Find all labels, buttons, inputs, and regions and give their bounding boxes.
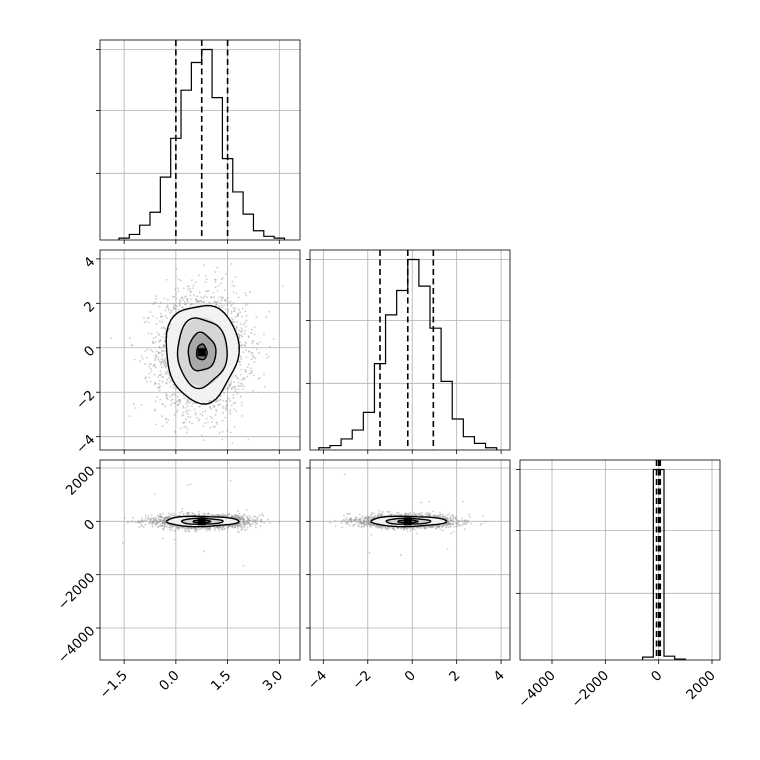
histogram-bin	[212, 98, 222, 240]
x-tick-label: −4000	[515, 668, 559, 712]
x-tick-label: −2	[349, 668, 374, 693]
histogram-bin	[419, 286, 430, 450]
histogram-step	[318, 258, 498, 450]
x-tick-label: −4	[305, 668, 330, 693]
grid-lines	[520, 460, 720, 660]
histogram-bin	[363, 412, 374, 450]
contour-level-2	[385, 517, 432, 525]
panel-hist-p2: −4000 −2000 0 2000	[515, 459, 721, 712]
y-tick-label: −2	[73, 387, 98, 412]
grid-lines	[310, 460, 510, 660]
grid-lines	[310, 250, 510, 450]
contour-level-3	[165, 515, 240, 528]
y-tick-label: 2	[81, 298, 98, 315]
contour-level-2	[180, 517, 224, 525]
histogram-bin	[441, 381, 452, 450]
axes-frame	[309, 459, 511, 661]
histogram-bin	[341, 439, 352, 450]
density-fill	[370, 516, 446, 527]
panel-hist-p1	[306, 249, 511, 454]
histogram-bin	[150, 212, 160, 240]
histogram-bin	[264, 236, 274, 240]
histogram-bin	[474, 443, 485, 450]
histogram-bin	[408, 260, 419, 450]
x-tick-label: 2	[446, 668, 463, 685]
histogram-bin	[330, 446, 341, 450]
y-tick-label: −2000	[55, 570, 99, 614]
histogram-bin	[233, 192, 243, 240]
x-tick-label: −1.5	[96, 668, 130, 702]
y-tick-label: 4	[81, 254, 98, 271]
grid-lines	[100, 460, 300, 660]
scatter-points	[329, 473, 486, 557]
histogram-bin	[352, 430, 363, 450]
panel-scatter-p0-p2: −1.5 0.0 1.5 3.0 2000 0 −2000 −4000	[55, 459, 301, 702]
contour-level-1	[192, 519, 212, 524]
panel-scatter-p1-p2: −4 −2 0 2 4	[305, 459, 511, 693]
contour-level-1	[397, 519, 419, 524]
x-tick-label: 3.0	[260, 668, 287, 695]
x-tick-label: 0	[402, 668, 419, 685]
histogram-bin	[243, 214, 253, 240]
x-tick-label: 4	[491, 668, 508, 685]
x-tick-label: 0	[648, 668, 665, 685]
axes-frame	[99, 39, 301, 241]
density-fill	[165, 516, 238, 527]
histogram-step	[118, 48, 286, 240]
x-tick-label: 2000	[683, 668, 719, 704]
x-tick-label: 1.5	[208, 668, 235, 695]
histogram-bin	[129, 234, 139, 240]
contour-level-2	[187, 331, 217, 372]
histogram-bin	[664, 656, 675, 660]
histogram-bin	[160, 177, 170, 240]
contour-level-3	[370, 515, 448, 528]
y-tick-label: −4000	[55, 623, 99, 667]
axes-frame	[99, 459, 301, 661]
histogram-bin	[452, 419, 463, 450]
histogram-bin	[430, 328, 441, 450]
histogram-step	[642, 468, 686, 660]
histogram-bin	[253, 231, 263, 240]
axes-frame	[309, 249, 511, 451]
y-tick-label: 0	[81, 343, 98, 360]
histogram-bin	[643, 657, 654, 660]
panel-scatter-p0-p1: 4 2 0 −2 −4	[73, 249, 301, 457]
y-tick-label: 2000	[63, 463, 99, 499]
x-tick-label: −2000	[569, 668, 613, 712]
contour-level-3	[176, 317, 228, 390]
histogram-bin	[222, 159, 232, 240]
histogram-bin	[397, 291, 408, 450]
contour-level-1	[195, 343, 208, 361]
histogram-bin	[181, 90, 191, 240]
x-tick-label: 0.0	[156, 668, 183, 695]
panel-hist-p0	[96, 39, 301, 244]
contour-level-4	[165, 304, 240, 405]
y-tick-label: −4	[73, 432, 98, 457]
histogram-bin	[140, 225, 150, 240]
histogram-bin	[202, 50, 212, 240]
axes-frame	[99, 249, 301, 451]
y-tick-label: 0	[81, 516, 98, 533]
histogram-bin	[386, 315, 397, 450]
histogram-bin	[191, 62, 201, 240]
histogram-bin	[463, 437, 474, 450]
axes-frame	[519, 459, 721, 661]
